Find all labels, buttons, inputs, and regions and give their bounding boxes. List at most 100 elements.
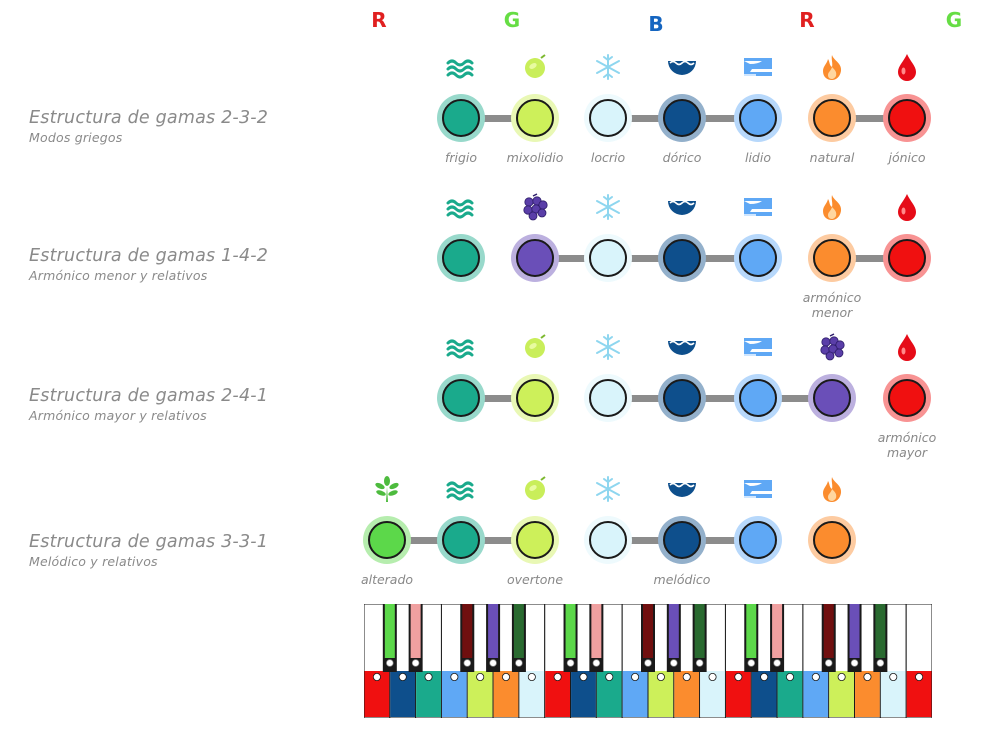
black-key-marker <box>876 659 885 667</box>
scale-node <box>808 94 856 142</box>
black-key-marker <box>747 659 756 667</box>
drop-icon <box>891 333 923 361</box>
scale-row-subtitle: Armónico mayor y relativos <box>29 408 207 423</box>
white-key-marker <box>424 673 433 682</box>
scale-connector <box>557 255 586 262</box>
black-key-color <box>694 604 705 658</box>
white-key-marker <box>915 673 924 682</box>
black-key-color <box>591 604 602 658</box>
scale-node-core <box>813 239 851 277</box>
scale-node-core <box>813 99 851 137</box>
scale-node-core <box>663 239 701 277</box>
water-bowl-icon <box>666 333 698 361</box>
scale-node-core <box>442 239 480 277</box>
header-letter-g: G <box>945 8 963 32</box>
scale-row-heading: Estructura de gamas 2-4-1 Armónico mayor … <box>29 386 268 423</box>
black-key-marker <box>489 659 497 667</box>
lime-icon <box>519 475 551 503</box>
white-key-marker <box>811 673 820 682</box>
flame-icon <box>816 53 848 81</box>
scale-node-core <box>516 99 554 137</box>
black-key-marker <box>592 659 601 667</box>
header-letter-r: R <box>371 8 387 32</box>
water-bowl-icon <box>666 53 698 81</box>
header-letter-r: R <box>799 8 815 32</box>
scale-node <box>734 374 782 422</box>
scale-node-label: overtone <box>506 572 564 587</box>
white-key-marker <box>527 673 536 682</box>
scale-node <box>883 374 931 422</box>
white-key-marker <box>734 673 743 682</box>
scale-row-heading: Estructura de gamas 3-3-1 Melódico y rela… <box>29 532 268 569</box>
scale-node-label: mixolidio <box>506 150 564 165</box>
scale-node <box>437 516 485 564</box>
scale-node <box>584 374 632 422</box>
black-key-marker <box>566 659 575 667</box>
white-key-marker <box>863 673 872 682</box>
black-key-color <box>384 604 395 658</box>
scale-node-core <box>739 379 777 417</box>
scale-node-core <box>442 521 480 559</box>
scale-node-core <box>589 379 627 417</box>
white-key-marker <box>579 673 588 682</box>
scale-node <box>808 374 856 422</box>
scale-node-label: alterado <box>360 572 414 587</box>
piano-keyboard <box>364 604 932 718</box>
grapes-icon <box>816 333 848 361</box>
snowflake-icon <box>592 53 624 81</box>
sky-icon <box>742 53 774 81</box>
scale-node-label: natural <box>809 150 855 165</box>
scale-connector <box>780 395 810 402</box>
scale-node <box>437 374 485 422</box>
black-key-marker <box>644 659 652 667</box>
scale-connector <box>483 395 513 402</box>
sky-icon <box>742 475 774 503</box>
header-letter-b: B <box>648 12 664 36</box>
black-key-marker <box>850 659 859 667</box>
black-key-color <box>488 604 499 658</box>
black-key-color <box>668 604 679 658</box>
scale-node <box>511 234 559 282</box>
black-key-marker <box>773 659 781 667</box>
scale-node <box>511 374 559 422</box>
scale-row-title: Estructura de gamas 1-4-2 <box>29 246 269 266</box>
white-key-marker <box>398 673 407 682</box>
white-key-marker <box>785 673 794 682</box>
scale-node <box>883 234 931 282</box>
scale-row-subtitle: Armónico menor y relativos <box>29 268 208 283</box>
scale-node-core <box>739 239 777 277</box>
black-key-marker <box>824 659 833 667</box>
white-key-marker <box>837 673 846 682</box>
scale-connector <box>704 115 736 122</box>
scale-node-core <box>888 99 926 137</box>
black-key-color <box>462 604 473 658</box>
flame-icon <box>816 193 848 221</box>
scale-node-label: melódico <box>653 572 711 587</box>
grapes-icon <box>519 193 551 221</box>
scale-node <box>734 234 782 282</box>
scale-row-title: Estructura de gamas 2-3-2 <box>29 108 269 128</box>
scale-node-core <box>442 99 480 137</box>
scale-node-core <box>739 99 777 137</box>
scale-node <box>511 94 559 142</box>
scale-connector <box>630 115 660 122</box>
scale-node <box>437 94 485 142</box>
scale-node <box>437 234 485 282</box>
snowflake-icon <box>592 475 624 503</box>
white-key-marker <box>682 673 691 682</box>
scale-node-label: frigio <box>444 150 478 165</box>
black-key-color <box>410 604 421 658</box>
waves-icon <box>445 193 477 221</box>
header-letter-g: G <box>503 8 521 32</box>
scale-connector <box>630 395 660 402</box>
scale-node <box>363 516 411 564</box>
white-key-marker <box>501 673 510 682</box>
sky-icon <box>742 333 774 361</box>
scale-row-title: Estructura de gamas 3-3-1 <box>29 532 269 552</box>
scale-connector <box>704 395 736 402</box>
scale-node-core <box>516 239 554 277</box>
waves-icon <box>445 333 477 361</box>
black-key-color <box>513 604 524 658</box>
white-key-marker <box>708 673 717 682</box>
scale-connector <box>630 537 660 544</box>
